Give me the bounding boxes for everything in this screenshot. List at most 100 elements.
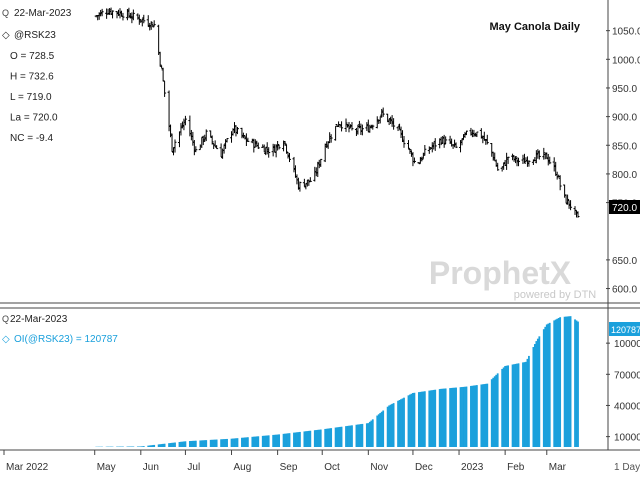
price-tick-label: 1050.0 — [612, 27, 640, 38]
oi-bar — [151, 445, 154, 447]
price-date: 22-Mar-2023 — [14, 8, 72, 19]
oi-bar — [490, 379, 493, 447]
oi-bar — [252, 436, 255, 447]
oi-bar — [148, 445, 151, 447]
oi-bar — [328, 428, 331, 447]
x-tick-label: Sep — [280, 462, 298, 473]
stat-l: L = 719.0 — [10, 92, 52, 103]
oi-bar — [241, 437, 243, 447]
oi-bar — [285, 433, 288, 447]
oi-bar — [475, 385, 478, 447]
oi-bar — [160, 444, 163, 447]
stat-o: O = 728.5 — [10, 51, 55, 62]
oi-bar — [358, 424, 361, 447]
oi-bar — [412, 393, 414, 447]
oi-bar — [462, 386, 465, 447]
x-tick-label: Nov — [370, 462, 388, 473]
oi-bar — [417, 392, 420, 447]
oi-bar — [484, 383, 487, 447]
oi-bar — [174, 442, 176, 447]
oi-bar — [244, 437, 246, 447]
oi-bar — [172, 442, 175, 447]
oi-bar — [410, 393, 413, 447]
oi-bar — [443, 388, 446, 447]
oi-bar — [278, 434, 281, 447]
oi-bar — [212, 439, 215, 447]
oi-bar — [450, 387, 453, 447]
oi-bar — [389, 404, 392, 447]
oi-bar — [419, 391, 422, 447]
oi-bar — [139, 446, 142, 447]
oi-bar — [162, 443, 165, 447]
oi-bar — [205, 440, 208, 447]
oi-bar — [377, 414, 380, 447]
oi-bar — [316, 429, 319, 447]
oi-bar — [464, 386, 466, 447]
oi-bar — [261, 435, 264, 447]
oi-bar — [230, 438, 233, 447]
oi-bar — [171, 442, 173, 447]
oi-bar — [388, 405, 391, 447]
price-tick-label: 600.0 — [612, 285, 637, 296]
oi-bar — [288, 433, 291, 447]
oi-bar — [245, 437, 248, 447]
oi-bar — [309, 430, 312, 447]
oi-bar — [263, 435, 266, 447]
oi-bar — [223, 439, 225, 447]
oi-bar — [532, 347, 535, 447]
oi-bar — [169, 443, 172, 447]
oi-bar — [568, 316, 570, 447]
oi-bar — [554, 319, 557, 447]
x-tick-label: Jun — [143, 462, 159, 473]
oi-bar — [517, 363, 520, 447]
oi-bar — [200, 440, 203, 447]
chart-title: May Canola Daily — [490, 21, 581, 33]
oi-bar — [565, 316, 568, 447]
oi-bar — [441, 388, 444, 447]
oi-bar — [575, 320, 578, 447]
last-price-badge — [609, 200, 640, 214]
oi-bar — [502, 367, 505, 447]
stat-nc: NC = -9.4 — [10, 133, 54, 144]
oi-bar — [181, 441, 184, 447]
oi-bar — [287, 433, 289, 447]
oi-bar — [431, 390, 434, 447]
prophetx-watermark: ProphetX powered by DTN — [429, 255, 596, 301]
oi-bar — [380, 411, 383, 447]
oi-bar — [276, 434, 279, 447]
oi-bar — [242, 437, 245, 447]
time-x-axis: Mar 2022 May Jun Jul Aug Sep Oct Nov Dec 2023 Feb M… — [3, 450, 640, 473]
oi-bar — [215, 439, 218, 447]
oi-bar — [159, 444, 162, 447]
oi-bar — [397, 400, 399, 447]
oi-tick-label: 40000 — [614, 401, 640, 412]
oi-bar — [188, 441, 191, 447]
oi-bar — [355, 424, 358, 447]
oi-bar — [471, 385, 474, 447]
oi-bar — [220, 439, 223, 447]
oi-bar — [183, 441, 185, 447]
oi-bar — [307, 430, 310, 447]
oi-bar — [507, 365, 510, 447]
oi-bar — [569, 316, 572, 447]
oi-bar — [423, 391, 426, 447]
oi-bar — [361, 423, 364, 447]
oi-bar — [282, 433, 285, 447]
oi-bar — [432, 389, 435, 447]
last-oi-badge — [609, 322, 640, 336]
oi-bar — [294, 432, 297, 447]
oi-bar — [483, 384, 486, 447]
oi-bar — [486, 383, 489, 447]
oi-bar — [365, 423, 368, 447]
oi-bar — [351, 425, 353, 447]
oi-bar — [168, 443, 170, 447]
oi-bar — [345, 426, 347, 447]
x-tick-label: Jul — [187, 462, 200, 473]
oi-bar — [470, 385, 472, 447]
oi-bar — [349, 425, 352, 447]
watermark-brand: ProphetX — [429, 255, 572, 291]
oi-bar — [246, 437, 249, 447]
oi-bar — [523, 362, 526, 447]
oi-bar — [544, 326, 547, 447]
oi-bar — [264, 435, 267, 447]
